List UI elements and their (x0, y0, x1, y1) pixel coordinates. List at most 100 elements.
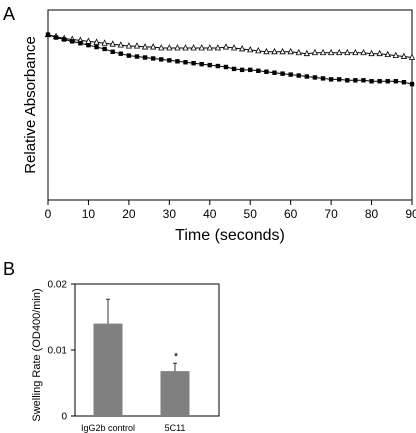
data-point-square (272, 70, 277, 75)
panel-a-x-tick-label: 60 (284, 207, 298, 221)
data-point-triangle (101, 39, 108, 46)
data-point-triangle (360, 48, 367, 56)
data-point-triangle (238, 45, 246, 52)
panel-a-x-tick-label: 50 (244, 207, 258, 221)
panel-a-x-axis: 0 10 20 30 40 50 60 70 80 90 (45, 200, 416, 221)
data-point-square (361, 78, 366, 83)
data-point-triangle (376, 49, 383, 57)
data-point-square (328, 77, 334, 82)
data-point-triangle (327, 48, 335, 56)
series-1-line (47, 34, 413, 85)
panel-a-x-tick-label: 30 (163, 207, 177, 221)
panel-a-x-tick-label: 0 (45, 207, 52, 221)
data-point-triangle (263, 47, 270, 55)
data-point-square (150, 56, 156, 61)
panel-a-x-tick-label: 40 (203, 207, 217, 221)
data-point-square (175, 59, 180, 64)
data-point-square (45, 32, 51, 37)
bar (93, 323, 123, 416)
data-point-square (353, 78, 358, 83)
data-point-square (78, 41, 83, 46)
data-point-square (126, 53, 132, 58)
series-0-line (47, 34, 413, 58)
data-point-triangle (255, 46, 262, 54)
data-point-square (134, 54, 140, 59)
panel-b-y-tick-label: 0.02 (48, 280, 68, 291)
data-point-triangle (368, 49, 375, 57)
data-point-square (215, 63, 221, 69)
panel-b-category-label: 5C11 (165, 423, 186, 433)
data-point-square (345, 78, 350, 83)
data-point-triangle (214, 44, 222, 51)
data-point-square (385, 79, 390, 84)
data-point-square (239, 67, 245, 73)
data-point-square (280, 71, 285, 76)
data-point-square (142, 55, 148, 60)
panel-b-x-axis: IgG2b control 5C11 (81, 423, 185, 433)
panel-a-y-axis-title: Relative Absorbance (22, 36, 39, 174)
data-point-square (223, 64, 229, 70)
panel-b-category-label: IgG2b control (81, 423, 135, 433)
panel-b-chart: 0 0.01 0.02 * IgG2b control 5C11 Swelling R… (31, 280, 220, 433)
data-point-triangle (400, 52, 408, 59)
data-point-triangle (222, 43, 230, 50)
data-point-triangle (166, 44, 173, 51)
data-point-square (256, 68, 261, 73)
panel-a-label: A (3, 4, 15, 24)
panel-b-bars: * (93, 298, 190, 416)
panel-a-chart: 0 10 20 30 40 50 60 70 80 90 Time (seconds) Relat… (22, 9, 416, 244)
data-point-triangle (198, 44, 205, 51)
data-point-triangle (319, 48, 327, 56)
data-point-square (312, 75, 318, 80)
panel-b-y-tick-label: 0.01 (48, 346, 68, 357)
data-point-triangle (158, 44, 165, 51)
data-point-triangle (206, 44, 213, 51)
data-point-triangle (125, 42, 133, 49)
data-point-square (191, 61, 196, 66)
data-point-square (61, 37, 67, 42)
panel-a-x-axis-title: Time (seconds) (175, 227, 285, 244)
data-point-square (320, 76, 326, 81)
panel-a-x-tick-label: 10 (82, 207, 96, 221)
data-point-triangle (174, 44, 181, 51)
data-point-square (369, 79, 374, 84)
significance-marker: * (174, 351, 179, 363)
data-point-square (248, 67, 253, 73)
data-point-square (167, 58, 172, 63)
data-point-triangle (287, 47, 294, 55)
panel-b-y-axis: 0 0.01 0.02 (48, 280, 75, 423)
data-point-square (337, 77, 342, 82)
data-point-triangle (384, 50, 391, 58)
data-point-square (70, 39, 75, 44)
data-point-square (207, 62, 212, 68)
data-point-triangle (408, 53, 416, 60)
data-point-triangle (109, 40, 116, 47)
data-point-square (264, 69, 269, 74)
panel-b-y-tick-label: 0 (61, 412, 67, 423)
data-point-triangle (190, 44, 197, 51)
panel-b-y-axis-title: Swelling Rate (OD400/min) (31, 288, 43, 421)
panel-a-x-tick-label: 80 (365, 207, 379, 221)
data-point-square (110, 49, 115, 54)
panel-a-x-tick-label: 70 (324, 207, 338, 221)
data-point-square (86, 42, 91, 48)
data-point-square (53, 35, 59, 40)
data-point-square (296, 73, 301, 78)
data-point-triangle (133, 42, 141, 49)
data-point-square (393, 79, 399, 84)
data-point-triangle (279, 47, 286, 55)
data-point-square (288, 72, 293, 77)
data-point-square (304, 74, 310, 79)
data-point-square (231, 66, 237, 72)
data-point-triangle (117, 41, 124, 48)
data-point-triangle (295, 48, 302, 56)
data-point-square (377, 79, 382, 84)
data-point-triangle (336, 48, 343, 56)
data-point-triangle (311, 48, 319, 56)
data-point-triangle (150, 43, 157, 50)
data-point-triangle (303, 49, 310, 57)
data-point-triangle (392, 51, 399, 58)
data-point-square (102, 46, 107, 52)
data-point-square (94, 44, 99, 50)
